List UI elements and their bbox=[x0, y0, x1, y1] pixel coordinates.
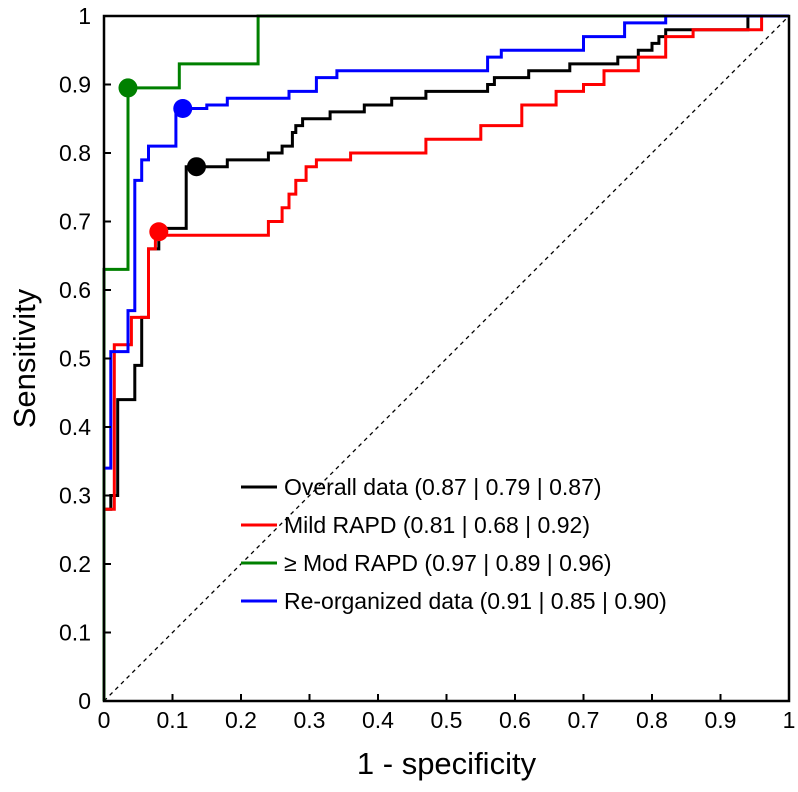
x-tick-label: 0 bbox=[98, 707, 111, 733]
x-axis-ticks: 0 0.1 0.2 0.3 0.4 0.5 0.6 0.7 0.8 0.9 1 bbox=[98, 694, 796, 733]
y-tick-label: 0.1 bbox=[59, 620, 91, 646]
x-tick-label: 0.4 bbox=[362, 707, 394, 733]
y-tick-label: 0.9 bbox=[59, 72, 91, 98]
y-tick-label: 0 bbox=[78, 688, 91, 714]
x-tick-label: 1 bbox=[783, 707, 796, 733]
x-tick-label: 0.9 bbox=[705, 707, 737, 733]
y-axis-ticks: 0 0.1 0.2 0.3 0.4 0.5 0.6 0.7 0.8 0.9 1 bbox=[59, 3, 111, 714]
operating-point-1 bbox=[149, 222, 169, 242]
operating-point-0 bbox=[186, 157, 206, 177]
x-tick-label: 0.6 bbox=[499, 707, 531, 733]
reference-diagonal bbox=[103, 15, 790, 702]
y-tick-label: 0.8 bbox=[59, 140, 91, 166]
legend: Overall data (0.87 | 0.79 | 0.87) Mild RA… bbox=[241, 474, 667, 614]
y-tick-label: 0.7 bbox=[59, 209, 91, 235]
x-tick-label: 0.1 bbox=[157, 707, 189, 733]
x-tick-label: 0.2 bbox=[225, 707, 257, 733]
y-tick-label: 0.4 bbox=[59, 414, 91, 440]
x-tick-label: 0.7 bbox=[568, 707, 600, 733]
series-line-2 bbox=[102, 14, 789, 701]
y-tick-label: 0.6 bbox=[59, 277, 91, 303]
legend-label-2: ≥ Mod RAPD (0.97 | 0.89 | 0.96) bbox=[284, 550, 612, 576]
y-axis-label: Sensitivity bbox=[7, 288, 42, 428]
y-tick-label: 0.5 bbox=[59, 346, 91, 372]
y-tick-label: 0.3 bbox=[59, 483, 91, 509]
legend-label-1: Mild RAPD (0.81 | 0.68 | 0.92) bbox=[284, 512, 590, 538]
y-tick-label: 0.2 bbox=[59, 551, 91, 577]
y-tick-label: 1 bbox=[78, 3, 91, 29]
operating-points-layer bbox=[118, 78, 206, 242]
x-tick-label: 0.3 bbox=[294, 707, 326, 733]
x-tick-label: 0.5 bbox=[431, 707, 463, 733]
series-layer bbox=[102, 14, 789, 701]
legend-label-3: Re-organized data (0.91 | 0.85 | 0.90) bbox=[284, 588, 667, 614]
series-line-3 bbox=[104, 14, 789, 470]
x-tick-label: 0.8 bbox=[636, 707, 668, 733]
operating-point-2 bbox=[118, 78, 138, 98]
operating-point-3 bbox=[173, 98, 193, 118]
legend-label-0: Overall data (0.87 | 0.79 | 0.87) bbox=[284, 474, 602, 500]
series-line-1 bbox=[104, 14, 789, 511]
x-axis-label: 1 - specificity bbox=[357, 746, 537, 781]
